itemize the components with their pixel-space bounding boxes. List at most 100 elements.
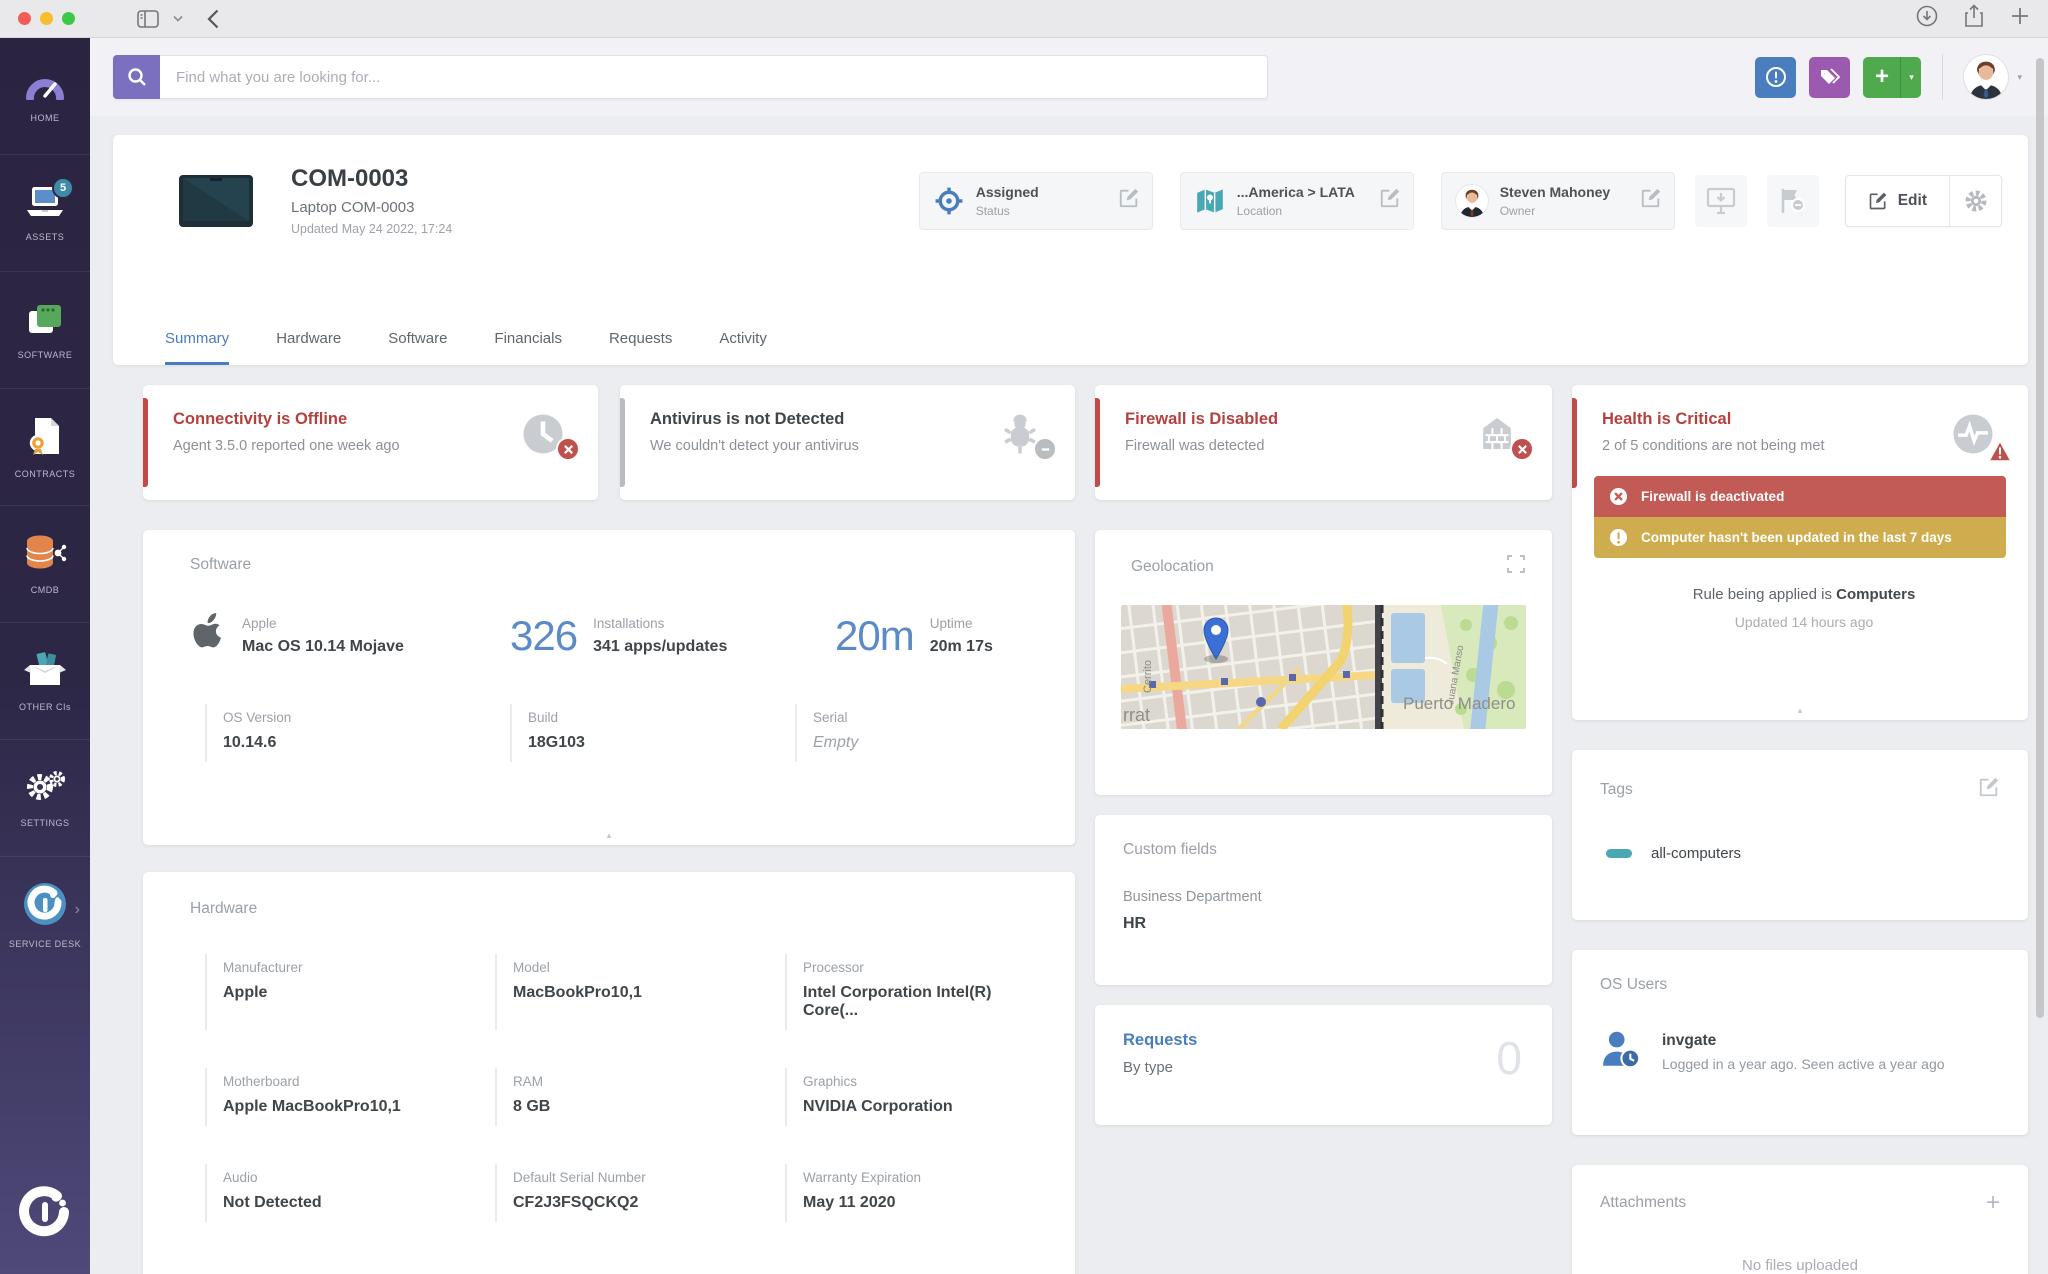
antivirus-alert-card[interactable]: Antivirus is not Detected We couldn't de… <box>620 385 1075 500</box>
status-value: Assigned <box>975 183 1039 200</box>
antivirus-bug-icon <box>997 411 1057 461</box>
main-area: + ▾ ▾ COM-0003 Laptop COM-0003 <box>90 38 2048 1274</box>
sidebar-item-assets[interactable]: ASSETS 5 <box>0 155 90 272</box>
circle-info-icon <box>1609 528 1628 547</box>
firewall-alert-card[interactable]: Firewall is Disabled Firewall was detect… <box>1095 385 1552 500</box>
tab-activity[interactable]: Activity <box>719 330 767 347</box>
edit-button[interactable]: Edit <box>1846 176 1949 226</box>
tab-requests[interactable]: Requests <box>608 330 673 347</box>
app-sidebar: HOME ASSETS 5 SOFTWARE CONTRACTS CMDB OT… <box>0 38 90 1274</box>
alert-title: Health is Critical <box>1602 410 1732 428</box>
sidebar-toggle-icon[interactable] <box>137 9 159 28</box>
edit-location-icon[interactable] <box>1379 187 1401 214</box>
tab-financials[interactable]: Financials <box>494 330 562 347</box>
user-menu[interactable]: ▾ <box>1964 55 2022 99</box>
tags-button[interactable] <box>1809 56 1851 98</box>
requests-panel: Requests By type 0 <box>1095 1005 1552 1125</box>
remote-session-button[interactable] <box>1694 174 1747 227</box>
owner-chip[interactable]: Steven Mahoney Owner <box>1440 171 1675 230</box>
flag-remove-button[interactable] <box>1766 174 1819 227</box>
edit-button-group: Edit <box>1844 174 2002 227</box>
tab-software[interactable]: Software <box>388 330 448 347</box>
tab-summary[interactable]: Summary <box>165 330 230 365</box>
tab-overview-caret-icon[interactable] <box>173 15 183 22</box>
location-value: ...America > LATA <box>1236 183 1355 200</box>
tab-hardware[interactable]: Hardware <box>276 330 342 347</box>
create-new-button[interactable]: + ▾ <box>1863 56 1922 98</box>
location-chip[interactable]: ...America > LATA Location <box>1179 171 1414 230</box>
search-icon[interactable] <box>113 55 160 99</box>
alert-subtitle: 2 of 5 conditions are not being met <box>1602 438 1825 454</box>
user-menu-caret-icon[interactable]: ▾ <box>2017 71 2022 82</box>
user-clock-icon <box>1600 1028 1646 1075</box>
sidebar-item-software[interactable]: SOFTWARE <box>0 272 90 389</box>
installations-count: 326 <box>510 612 578 659</box>
sidebar-item-other-cis[interactable]: OTHER CIs <box>0 623 90 740</box>
sidebar-item-home[interactable]: HOME <box>0 38 90 155</box>
installations-stat: 326 Installations 341 apps/updates <box>510 612 835 660</box>
minus-badge-icon <box>1033 437 1057 461</box>
topbar-actions: + ▾ ▾ <box>1755 54 2022 100</box>
tag-label: all-computers <box>1651 845 1742 862</box>
edit-status-icon[interactable] <box>1118 187 1140 214</box>
health-conditions: Firewall is deactivated Computer hasn't … <box>1594 476 2006 558</box>
search-input[interactable] <box>160 55 1268 99</box>
audio-field: Audio Not Detected <box>205 1164 495 1222</box>
health-updated: Updated 14 hours ago <box>1734 614 1874 630</box>
download-icon[interactable] <box>1916 5 1938 32</box>
sidebar-item-label: HOME <box>30 112 60 123</box>
sidebar-item-cmdb[interactable]: CMDB <box>0 506 90 623</box>
custom-fields-title: Custom fields <box>1123 841 1217 858</box>
asset-settings-gear-icon[interactable] <box>1949 175 2001 226</box>
critical-accent-bar <box>1572 398 1577 488</box>
warranty-field: Warranty Expiration May 11 2020 <box>785 1164 1045 1222</box>
topbar-divider <box>1942 54 1944 100</box>
status-chip[interactable]: Assigned Status <box>918 171 1153 230</box>
sidebar-item-service-desk[interactable]: SERVICE DESK › <box>0 857 90 974</box>
zoom-window-button[interactable] <box>62 12 75 25</box>
sidebar-item-contracts[interactable]: CONTRACTS <box>0 389 90 506</box>
edit-tags-icon[interactable] <box>1978 776 2000 803</box>
tags-panel: Tags all-computers <box>1572 750 2028 920</box>
window-controls[interactable] <box>18 12 75 25</box>
back-button-icon[interactable] <box>207 9 219 29</box>
sidebar-item-label: SETTINGS <box>20 817 70 828</box>
os-user-name: invgate <box>1662 1031 1717 1049</box>
sidebar-item-settings[interactable]: SETTINGS <box>0 740 90 857</box>
asset-header-card: COM-0003 Laptop COM-0003 Updated May 24 … <box>113 135 2028 365</box>
os-user-row[interactable]: invgate Logged in a year ago. Seen activ… <box>1600 1028 2000 1075</box>
owner-label: Owner <box>1499 203 1536 218</box>
health-condition-warning: Computer hasn't been updated in the last… <box>1594 517 2006 558</box>
collapse-panel-caret-icon[interactable]: ▴ <box>606 830 612 840</box>
other-cis-box-icon <box>23 651 67 694</box>
add-attachment-icon[interactable]: + <box>1985 1189 2000 1216</box>
attachments-title: Attachments <box>1600 1194 1687 1211</box>
share-icon[interactable] <box>1964 4 1984 33</box>
close-window-button[interactable] <box>18 12 31 25</box>
attachments-panel: Attachments + No files uploaded <box>1572 1165 2028 1274</box>
business-department-label: Business Department <box>1123 889 1262 905</box>
invgate-logo <box>0 1184 90 1274</box>
create-new-caret-icon[interactable]: ▾ <box>1900 56 1922 98</box>
software-panel: Software Apple Mac OS 10.14 Mojave 326 <box>143 530 1075 845</box>
user-avatar[interactable] <box>1964 55 2009 99</box>
critical-accent-bar <box>143 398 148 487</box>
connectivity-alert-card[interactable]: Connectivity is Offline Agent 3.5.0 repo… <box>143 385 598 500</box>
critical-accent-bar <box>1095 398 1100 487</box>
global-search <box>113 55 1268 99</box>
info-button[interactable] <box>1755 56 1797 98</box>
minimize-window-button[interactable] <box>40 12 53 25</box>
edit-owner-icon[interactable] <box>1640 187 1662 214</box>
tag-item[interactable]: all-computers <box>1606 845 2000 862</box>
plus-icon[interactable]: + <box>1863 56 1901 98</box>
expand-map-icon[interactable] <box>1506 554 1526 579</box>
owner-value: Steven Mahoney <box>1499 183 1611 200</box>
content-scroll-area[interactable]: COM-0003 Laptop COM-0003 Updated May 24 … <box>90 116 2048 1274</box>
vertical-scrollbar[interactable] <box>2036 58 2044 1018</box>
collapse-panel-caret-icon[interactable]: ▴ <box>1797 705 1803 715</box>
assets-count-badge: 5 <box>52 177 74 199</box>
geolocation-map[interactable]: Cerrito rrat Puerto Madero Juana Manso <box>1121 605 1526 729</box>
new-tab-icon[interactable] <box>2010 6 2030 31</box>
requests-link[interactable]: Requests <box>1123 1031 1198 1049</box>
asset-identity: COM-0003 Laptop COM-0003 Updated May 24 … <box>291 165 452 236</box>
